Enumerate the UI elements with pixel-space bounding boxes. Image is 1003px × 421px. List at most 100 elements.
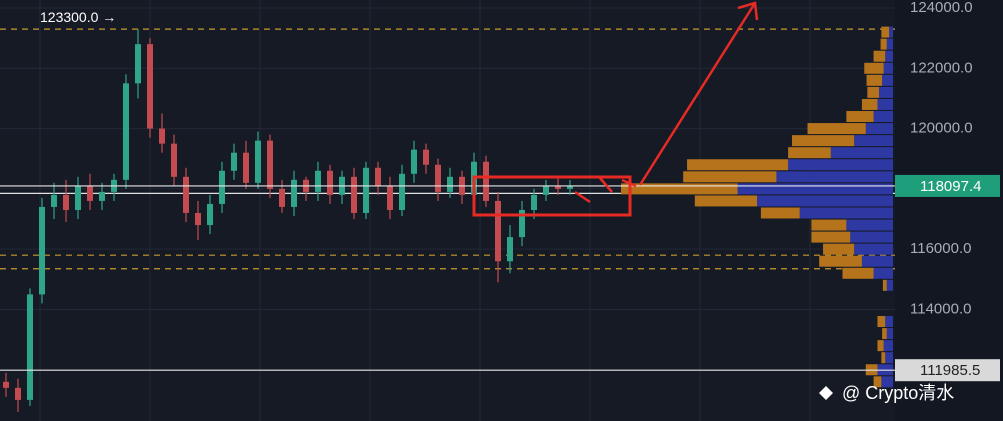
profile-bar [683,171,777,183]
candle-body [519,209,525,238]
high-marker-label: 123300.0 → [40,9,116,25]
candle-body [159,128,165,144]
profile-bar [854,135,893,147]
y-tick-label: 124000.0 [910,0,973,16]
candle-body [399,173,405,210]
candle-body [435,164,441,192]
profile-bar [885,50,893,62]
candle-body [495,200,501,262]
candle-body [447,176,453,192]
candle-body [51,194,57,207]
candle-body [411,149,417,174]
profile-bar [819,255,862,267]
candle-body [255,140,261,183]
price-label-box [895,174,1000,197]
candle-body [219,170,225,204]
profile-bar [877,98,893,110]
profile-bar [807,123,866,135]
profile-bar [889,26,893,38]
arrow [638,1,759,186]
candle-body [27,294,33,400]
candle-body [135,44,141,84]
candle-body [531,194,537,210]
candle-body [483,161,489,201]
profile-bar [846,219,893,231]
candle-body [555,185,561,189]
profile-bar [883,340,893,352]
profile-bar [886,328,893,340]
price-axis [895,0,1003,421]
arrow [574,177,637,204]
profile-bar [873,50,886,62]
candle-body [375,167,381,186]
profile-bar [830,147,893,159]
candle-body [147,44,153,129]
candle-body [279,188,285,207]
profile-bar [799,207,893,219]
profile-bar [694,195,757,207]
candle-body [75,185,81,210]
candle-body [99,191,105,201]
watermark: @ Crypto清水 [842,383,954,403]
candle-body [507,237,513,262]
watermark-logo [819,386,833,400]
candle-body [123,83,129,180]
profile-bar [861,98,878,110]
profile-bar [864,62,884,74]
profile-bar [880,38,887,50]
profile-bar [846,111,874,123]
profile-bar [873,376,882,388]
candle-body [39,206,45,295]
profile-bar [788,147,831,159]
candle-body [387,185,393,210]
candle-body [15,387,21,400]
profile-bar [811,231,851,243]
profile-bar [877,316,886,328]
profile-bar [873,111,893,123]
y-tick-label: 114000.0 [910,300,971,317]
candle-body [3,381,9,388]
price-label: 118097.4 [920,178,981,195]
candle-body [327,170,333,195]
profile-bar [886,38,893,50]
profile-bar [883,62,893,74]
profile-bar [881,26,890,38]
candle-body [351,176,357,213]
profile-bar [788,159,893,171]
candle-body [315,170,321,192]
candle-body [183,176,189,213]
profile-bar [885,316,893,328]
profile-bar [865,123,893,135]
candle-body [195,212,201,226]
profile-bar [621,183,738,195]
profile-bar [823,243,855,255]
profile-bar [882,74,893,86]
candle-body [291,179,297,207]
y-tick-label: 122000.0 [910,59,973,76]
profile-bar [873,267,893,279]
candle-body [267,140,273,189]
price-label: 111985.5 [920,362,980,379]
profile-bar [861,255,893,267]
price-label-box [895,359,1000,382]
profile-bar [881,376,893,388]
candle-body [363,167,369,213]
profile-bar [776,171,893,183]
candle-body [171,143,177,177]
profile-bar [877,340,884,352]
candle-body [543,185,549,195]
profile-bar [882,328,887,340]
profile-bar [879,86,893,98]
profile-bar [850,231,893,243]
profile-bar [791,135,855,147]
profile-bar [885,352,893,364]
profile-bar [854,243,893,255]
candle-body [87,185,93,201]
profile-bar [737,183,893,195]
y-tick-label: 120000.0 [910,120,973,137]
profile-bar [842,267,874,279]
candle-body [423,149,429,165]
profile-bar [886,279,893,291]
profile-bar [867,86,880,98]
candle-body [63,194,69,210]
